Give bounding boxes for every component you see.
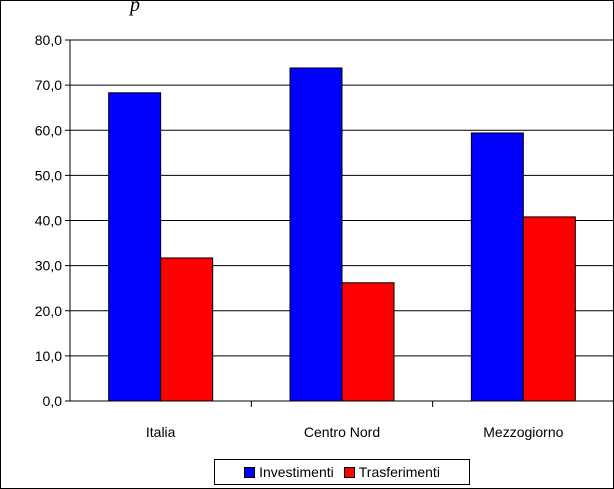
y-tick-label: 50,0: [35, 167, 62, 183]
bar-investimenti-italia: [108, 92, 162, 402]
bar-trasferimenti-mezzogiorno: [522, 216, 576, 402]
legend-label-trasferimenti: Trasferimenti: [358, 464, 440, 480]
bar-trasferimenti-centro-nord: [341, 282, 395, 402]
legend-swatch-investimenti: [244, 466, 256, 478]
chart-legend: Investimenti Trasferimenti: [214, 459, 470, 485]
x-tick-label: Centro Nord: [304, 424, 380, 440]
top-caption: p: [130, 0, 140, 16]
y-tick-label: 40,0: [35, 213, 62, 229]
y-tick-label: 10,0: [35, 348, 62, 364]
x-tick-label: Italia: [146, 424, 176, 440]
y-tick-label: 60,0: [35, 122, 62, 138]
bar-investimenti-centro-nord: [289, 67, 343, 402]
bar-investimenti-mezzogiorno: [470, 132, 524, 402]
legend-swatch-trasferimenti: [343, 466, 355, 478]
y-tick-label: 70,0: [35, 77, 62, 93]
legend-item-trasferimenti: Trasferimenti: [343, 464, 440, 480]
legend-item-investimenti: Investimenti: [244, 464, 334, 480]
bar-trasferimenti-italia: [160, 257, 214, 402]
x-tick-label: Mezzogiorno: [483, 424, 563, 440]
y-tick-label: 80,0: [35, 32, 62, 48]
y-tick-label: 0,0: [43, 393, 63, 409]
y-tick-label: 30,0: [35, 258, 62, 274]
y-tick-label: 20,0: [35, 303, 62, 319]
legend-label-investimenti: Investimenti: [259, 464, 334, 480]
